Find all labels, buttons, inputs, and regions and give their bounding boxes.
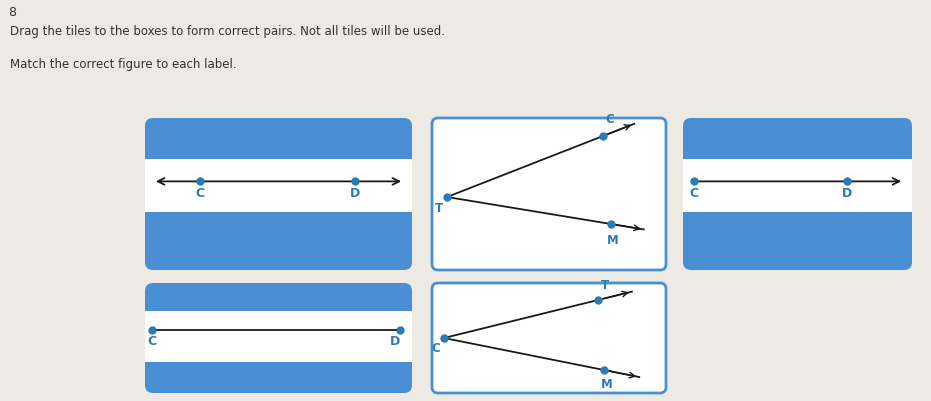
- Text: M: M: [601, 378, 613, 391]
- Text: C: C: [431, 342, 440, 355]
- Text: D: D: [350, 187, 360, 200]
- Bar: [145, 310, 412, 362]
- Bar: [683, 159, 912, 212]
- Text: D: D: [390, 335, 400, 348]
- FancyBboxPatch shape: [145, 283, 412, 393]
- FancyBboxPatch shape: [683, 118, 912, 270]
- Text: T: T: [435, 202, 443, 215]
- Text: C: C: [196, 187, 205, 200]
- Text: M: M: [607, 234, 619, 247]
- Text: Drag the tiles to the boxes to form correct pairs. Not all tiles will be used.: Drag the tiles to the boxes to form corr…: [10, 25, 445, 38]
- Text: C: C: [147, 335, 156, 348]
- Text: D: D: [842, 187, 852, 200]
- Text: T: T: [601, 279, 609, 292]
- Bar: [145, 159, 412, 212]
- Text: 8: 8: [8, 6, 16, 19]
- Text: C: C: [690, 187, 698, 200]
- FancyBboxPatch shape: [432, 118, 666, 270]
- FancyBboxPatch shape: [145, 118, 412, 270]
- Text: C: C: [605, 113, 614, 126]
- Text: Match the correct figure to each label.: Match the correct figure to each label.: [10, 58, 236, 71]
- FancyBboxPatch shape: [432, 283, 666, 393]
